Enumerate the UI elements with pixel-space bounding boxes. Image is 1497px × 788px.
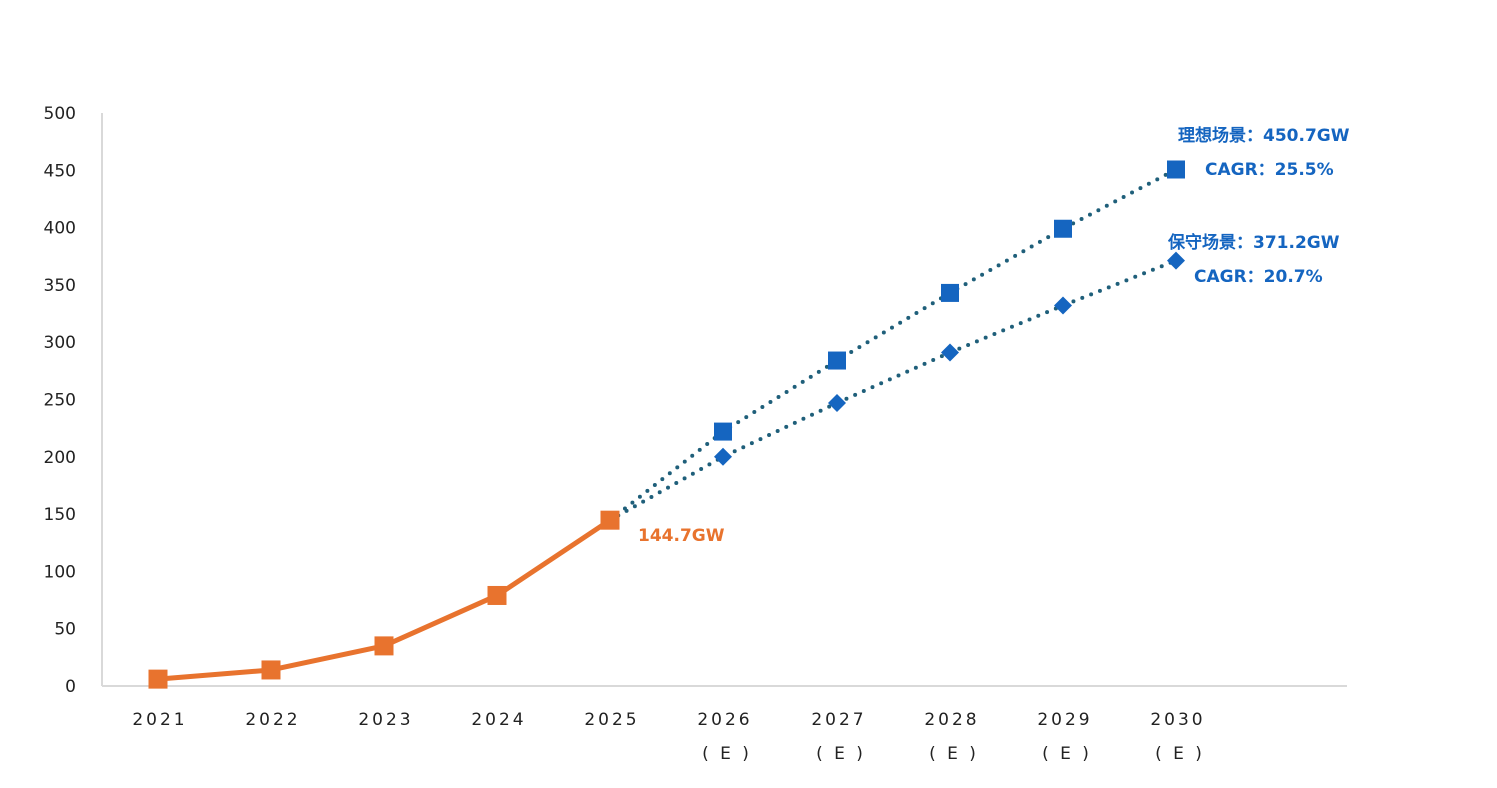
x-tick-estimate-label: ( E ) — [702, 744, 752, 764]
diamond-marker — [1054, 296, 1072, 315]
x-tick-label: 2028 — [924, 710, 979, 730]
y-tick-label: 150 — [44, 505, 76, 525]
conservative-series-line — [608, 258, 1178, 523]
x-tick-estimate-label: ( E ) — [816, 744, 866, 764]
square-marker — [941, 283, 959, 302]
series-lines — [157, 167, 1178, 682]
x-tick-label: 2022 — [245, 710, 300, 730]
square-marker — [487, 585, 507, 605]
x-axis-ticks: 2021 2022 2023 2024 2025 2026 ( E ) 2027 ( E ) 20… — [132, 710, 1205, 764]
x-tick-label: 2023 — [358, 710, 413, 730]
annotations: 144.7GW 理想场景：450.7GW CAGR：25.5% 保守场景：371… — [638, 125, 1350, 546]
x-tick-label: 2029 — [1037, 710, 1092, 730]
y-tick-label: 300 — [44, 333, 76, 353]
square-marker — [374, 636, 394, 656]
square-marker — [1167, 160, 1185, 179]
square-marker — [261, 660, 281, 680]
y-tick-label: 0 — [65, 677, 76, 697]
y-tick-label: 100 — [44, 562, 76, 582]
x-tick-label: 2024 — [471, 710, 526, 730]
diamond-marker — [714, 447, 732, 466]
conservative-scenario-label: 保守场景：371.2GW — [1167, 232, 1340, 253]
y-axis-ticks: 0 50 100 150 200 250 300 350 400 450 500 — [44, 104, 76, 697]
diamond-marker — [941, 343, 959, 362]
y-tick-label: 500 — [44, 104, 76, 124]
y-tick-label: 200 — [44, 448, 76, 468]
y-tick-label: 400 — [44, 219, 76, 239]
ideal-scenario-label: 理想场景：450.7GW — [1178, 125, 1350, 146]
x-tick-label: 2030 — [1150, 710, 1205, 730]
y-tick-label: 450 — [44, 161, 76, 181]
y-tick-label: 250 — [44, 391, 76, 411]
diamond-marker — [1167, 251, 1185, 270]
square-marker — [148, 669, 168, 689]
axes — [101, 113, 1347, 687]
square-marker — [600, 510, 620, 530]
ideal-cagr-label: CAGR：25.5% — [1205, 160, 1334, 180]
x-tick-label: 2021 — [132, 710, 187, 730]
y-tick-label: 50 — [54, 620, 76, 640]
series-markers — [148, 160, 1185, 689]
x-tick-label: 2025 — [584, 710, 639, 730]
x-tick-label: 2026 — [697, 710, 752, 730]
conservative-cagr-label: CAGR：20.7% — [1194, 267, 1323, 287]
diamond-marker — [828, 393, 846, 412]
ideal-series-line — [608, 167, 1178, 523]
square-marker — [714, 422, 732, 441]
x-tick-label: 2027 — [811, 710, 866, 730]
actual-end-label: 144.7GW — [638, 526, 725, 546]
x-tick-estimate-label: ( E ) — [1155, 744, 1205, 764]
y-tick-label: 350 — [44, 276, 76, 296]
x-tick-estimate-label: ( E ) — [1042, 744, 1092, 764]
square-marker — [828, 351, 846, 370]
square-marker — [1054, 219, 1072, 238]
x-tick-estimate-label: ( E ) — [929, 744, 979, 764]
